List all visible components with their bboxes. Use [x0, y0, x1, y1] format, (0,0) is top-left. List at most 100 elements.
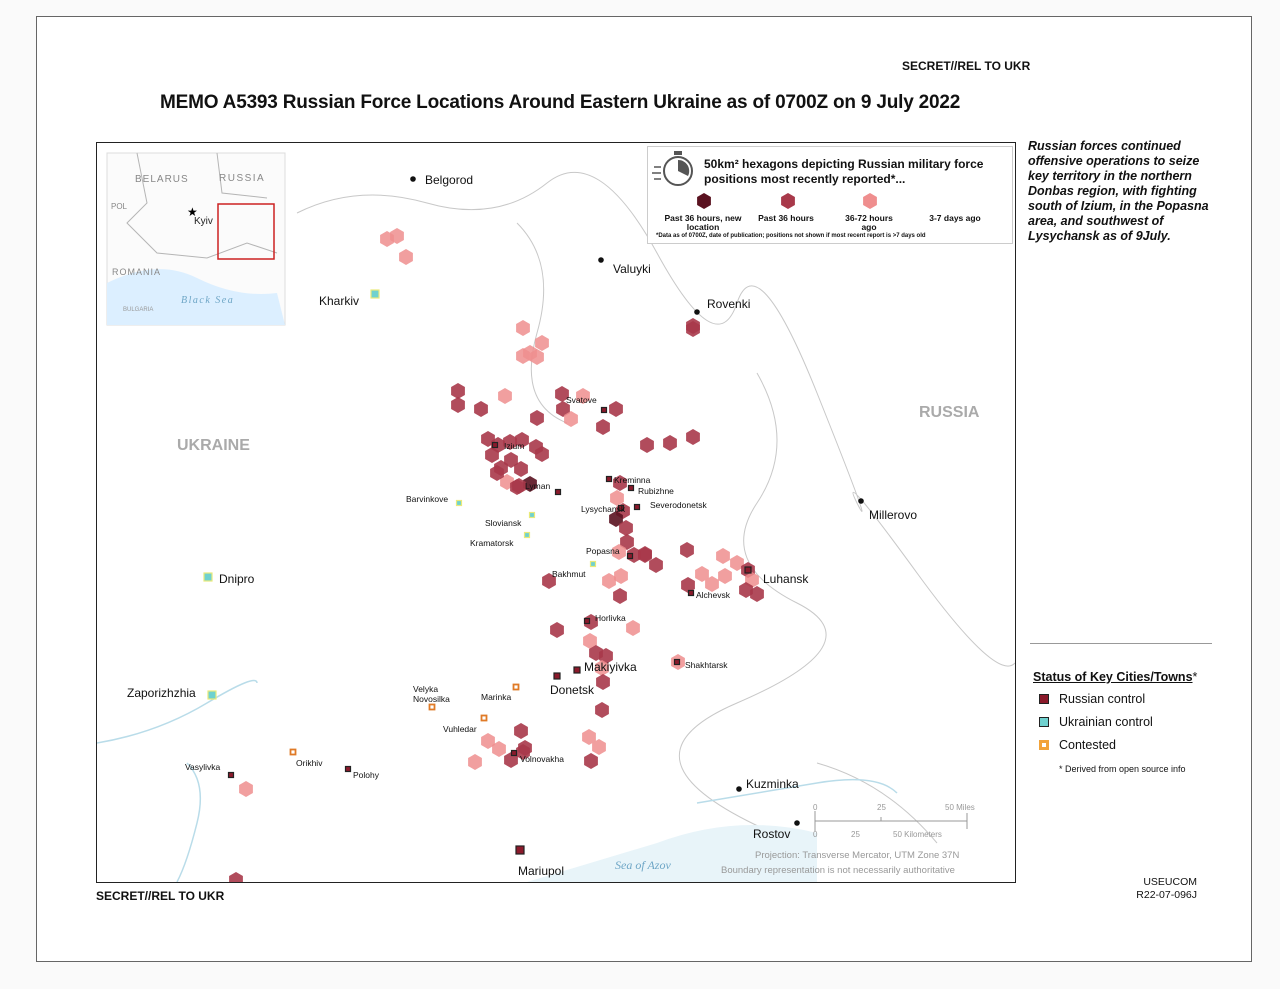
force-hexagon: [564, 411, 578, 427]
force-hexagon: [584, 753, 598, 769]
force-hexagon: [555, 386, 569, 402]
force-hexagon: [530, 410, 544, 426]
city-label: Popasna: [586, 546, 620, 556]
city-label: Severodonetsk: [650, 500, 707, 510]
force-hexagon: [718, 568, 732, 584]
city-status-marker: [344, 765, 352, 773]
hex-legend-note: *Data as of 0700Z, date of publication; …: [656, 233, 926, 239]
force-hexagon: [619, 520, 633, 536]
country-label-russia: RUSSIA: [919, 404, 980, 421]
city-label: Kuzminka: [746, 777, 799, 791]
city-status-marker: [510, 749, 518, 757]
hexagon-layer: [229, 228, 764, 882]
scale-km-tick: 25: [851, 830, 860, 839]
city-label: Kramatorsk: [470, 538, 514, 548]
city-status-marker: [480, 714, 488, 722]
river: [97, 679, 258, 744]
country-label-ukraine: UKRAINE: [177, 437, 250, 454]
city-label: Lyman: [525, 481, 550, 491]
force-hexagon: [512, 478, 526, 494]
force-hexagon: [530, 349, 544, 365]
hex-legend-svg: [652, 151, 964, 210]
inset-label: POL: [111, 202, 128, 211]
force-hexagon: [614, 568, 628, 584]
force-hexagon: [390, 228, 404, 244]
hex-legend: 50km² hexagons depicting Russian militar…: [647, 146, 1013, 244]
russian-control-swatch: [1039, 694, 1049, 704]
footer-codes: USEUCOM R22-07-096J: [1120, 876, 1197, 902]
force-hexagon: [516, 320, 530, 336]
status-row-contested: Contested: [1039, 738, 1197, 752]
map-canvas: ★ BELARUS RUSSIA POL Kyiv ROMANIA BULGAR…: [97, 152, 1015, 882]
city-status-marker: [370, 289, 380, 299]
city-status-marker: [512, 683, 520, 691]
city-label: Barvinkove: [406, 494, 448, 504]
city-status-marker: [207, 690, 217, 700]
city-status-marker: [605, 475, 613, 483]
city-status-marker: [627, 484, 635, 492]
city-status-marker: [428, 703, 436, 711]
city-label: Rubizhne: [638, 486, 674, 496]
force-hexagon: [535, 335, 549, 351]
city-dot: [794, 820, 800, 826]
scale-km-tick: 0: [813, 830, 818, 839]
city-label: Alchevsk: [696, 590, 731, 600]
legend-hexagon: [863, 193, 877, 209]
force-hexagon: [663, 435, 677, 451]
inset-map: ★ BELARUS RUSSIA POL Kyiv ROMANIA BULGAR…: [106, 152, 286, 326]
force-hexagon: [516, 744, 530, 760]
city-label: Millerovo: [869, 508, 917, 522]
map-frame: ★ BELARUS RUSSIA POL Kyiv ROMANIA BULGAR…: [96, 142, 1016, 883]
force-hexagon: [705, 576, 719, 592]
city-status-marker: [673, 658, 681, 666]
city-status-marker: [617, 504, 625, 512]
force-hexagon: [229, 872, 243, 882]
contested-swatch: [1039, 740, 1049, 750]
city-label: Polohy: [353, 770, 380, 780]
city-label: Kharkiv: [319, 294, 359, 308]
city-dot: [736, 786, 742, 792]
city-status-marker: [583, 617, 591, 625]
city-label: Shakhtarsk: [685, 660, 728, 670]
city-label: Velyka Novosilka: [413, 684, 450, 704]
hex-legend-label: 36-72 hours ago: [845, 213, 893, 232]
status-legend: Status of Key Cities/Towns* Russian cont…: [1033, 670, 1197, 774]
city-status-marker: [289, 748, 297, 756]
city-label: Vuhledar: [443, 724, 477, 734]
city-status-marker: [744, 566, 752, 574]
city-label: Makiyivka: [584, 660, 637, 674]
force-hexagon: [620, 534, 634, 550]
status-legend-asterisk: *: [1192, 670, 1198, 684]
city-label: Luhansk: [763, 572, 809, 586]
region-line: [516, 222, 568, 424]
city-status-marker: [553, 672, 561, 680]
city-label: Orikhiv: [296, 758, 323, 768]
scale-miles-tick: 0: [813, 803, 818, 812]
status-row-ukrainian: Ukrainian control: [1039, 715, 1197, 729]
inset-focus-box: [217, 203, 275, 260]
force-hexagon: [582, 729, 596, 745]
city-label: Sloviansk: [485, 518, 522, 528]
inset-label: Kyiv: [194, 216, 213, 227]
hex-legend-label: Past 36 hours, new location: [664, 213, 742, 232]
legend-hexagon: [781, 193, 795, 209]
force-hexagon: [686, 429, 700, 445]
hex-legend-label: Past 36 hours: [758, 213, 814, 223]
force-hexagon: [640, 437, 654, 453]
force-hexagon: [490, 465, 504, 481]
city-status-marker: [633, 503, 641, 511]
city-label: Rovenki: [707, 297, 750, 311]
status-label: Contested: [1059, 738, 1116, 752]
hex-legend-title: 50km² hexagons depicting Russian militar…: [704, 157, 984, 186]
force-hexagon: [492, 741, 506, 757]
sidebar-divider: [1030, 643, 1212, 644]
border-line: [296, 171, 1015, 667]
city-status-marker: [600, 406, 608, 414]
inset-label: ROMANIA: [112, 267, 161, 277]
inset-label: BELARUS: [135, 174, 189, 185]
inset-black-sea: [107, 269, 285, 325]
force-hexagon: [516, 348, 530, 364]
city-status-marker: [227, 771, 235, 779]
force-hexagon: [596, 674, 610, 690]
city-label: Horlivka: [595, 613, 626, 623]
